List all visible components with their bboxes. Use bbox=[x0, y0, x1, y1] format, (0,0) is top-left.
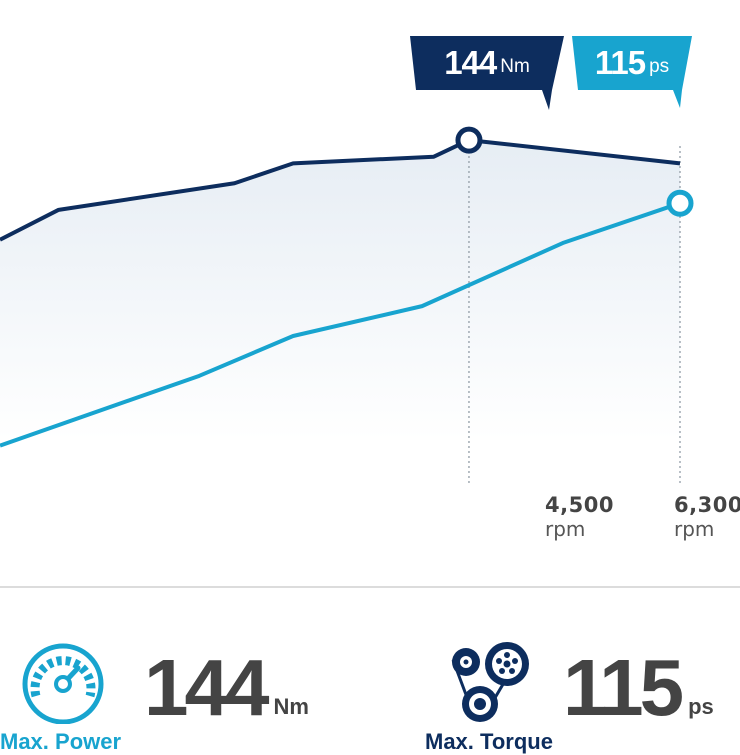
speedometer-icon bbox=[22, 643, 104, 724]
power-peak-rpm: 6,300 rpm bbox=[674, 493, 740, 541]
power-stat-label: Max. Power bbox=[0, 729, 122, 754]
torque-area-fill bbox=[0, 140, 680, 440]
performance-chart bbox=[0, 36, 694, 486]
torque-stat-value: 115 bbox=[563, 643, 684, 732]
divider bbox=[0, 586, 740, 588]
power-badge-shape bbox=[572, 36, 692, 108]
power-peak-rpm-unit: rpm bbox=[674, 517, 715, 541]
power-stat: 144 Nm bbox=[144, 643, 309, 732]
power-peak-marker bbox=[666, 189, 694, 217]
power-peak-rpm-value: 6,300 bbox=[674, 493, 740, 517]
power-stat-unit: Nm bbox=[273, 694, 309, 719]
torque-peak-marker bbox=[455, 126, 483, 154]
power-line bbox=[0, 201, 681, 448]
torque-peak-badge: 144 Nm bbox=[410, 36, 564, 90]
torque-peak-rpm: 4,500 rpm bbox=[545, 493, 614, 541]
torque-stat-label: Max. Torque bbox=[425, 729, 553, 754]
torque-badge-shape bbox=[410, 36, 564, 110]
power-peak-value: 115 bbox=[594, 44, 646, 81]
torque-stat: 115 ps bbox=[563, 643, 714, 732]
torque-peak-value: 144 bbox=[444, 44, 497, 81]
torque-peak-rpm-value: 4,500 bbox=[545, 493, 614, 517]
power-peak-badge: 115 ps bbox=[572, 36, 692, 90]
power-stat-value: 144 bbox=[144, 643, 270, 732]
belt-pulley-icon bbox=[451, 642, 529, 722]
power-peak-unit: ps bbox=[649, 56, 670, 77]
torque-stat-unit: ps bbox=[688, 694, 714, 719]
torque-peak-rpm-unit: rpm bbox=[545, 517, 586, 541]
torque-peak-unit: Nm bbox=[500, 56, 530, 77]
